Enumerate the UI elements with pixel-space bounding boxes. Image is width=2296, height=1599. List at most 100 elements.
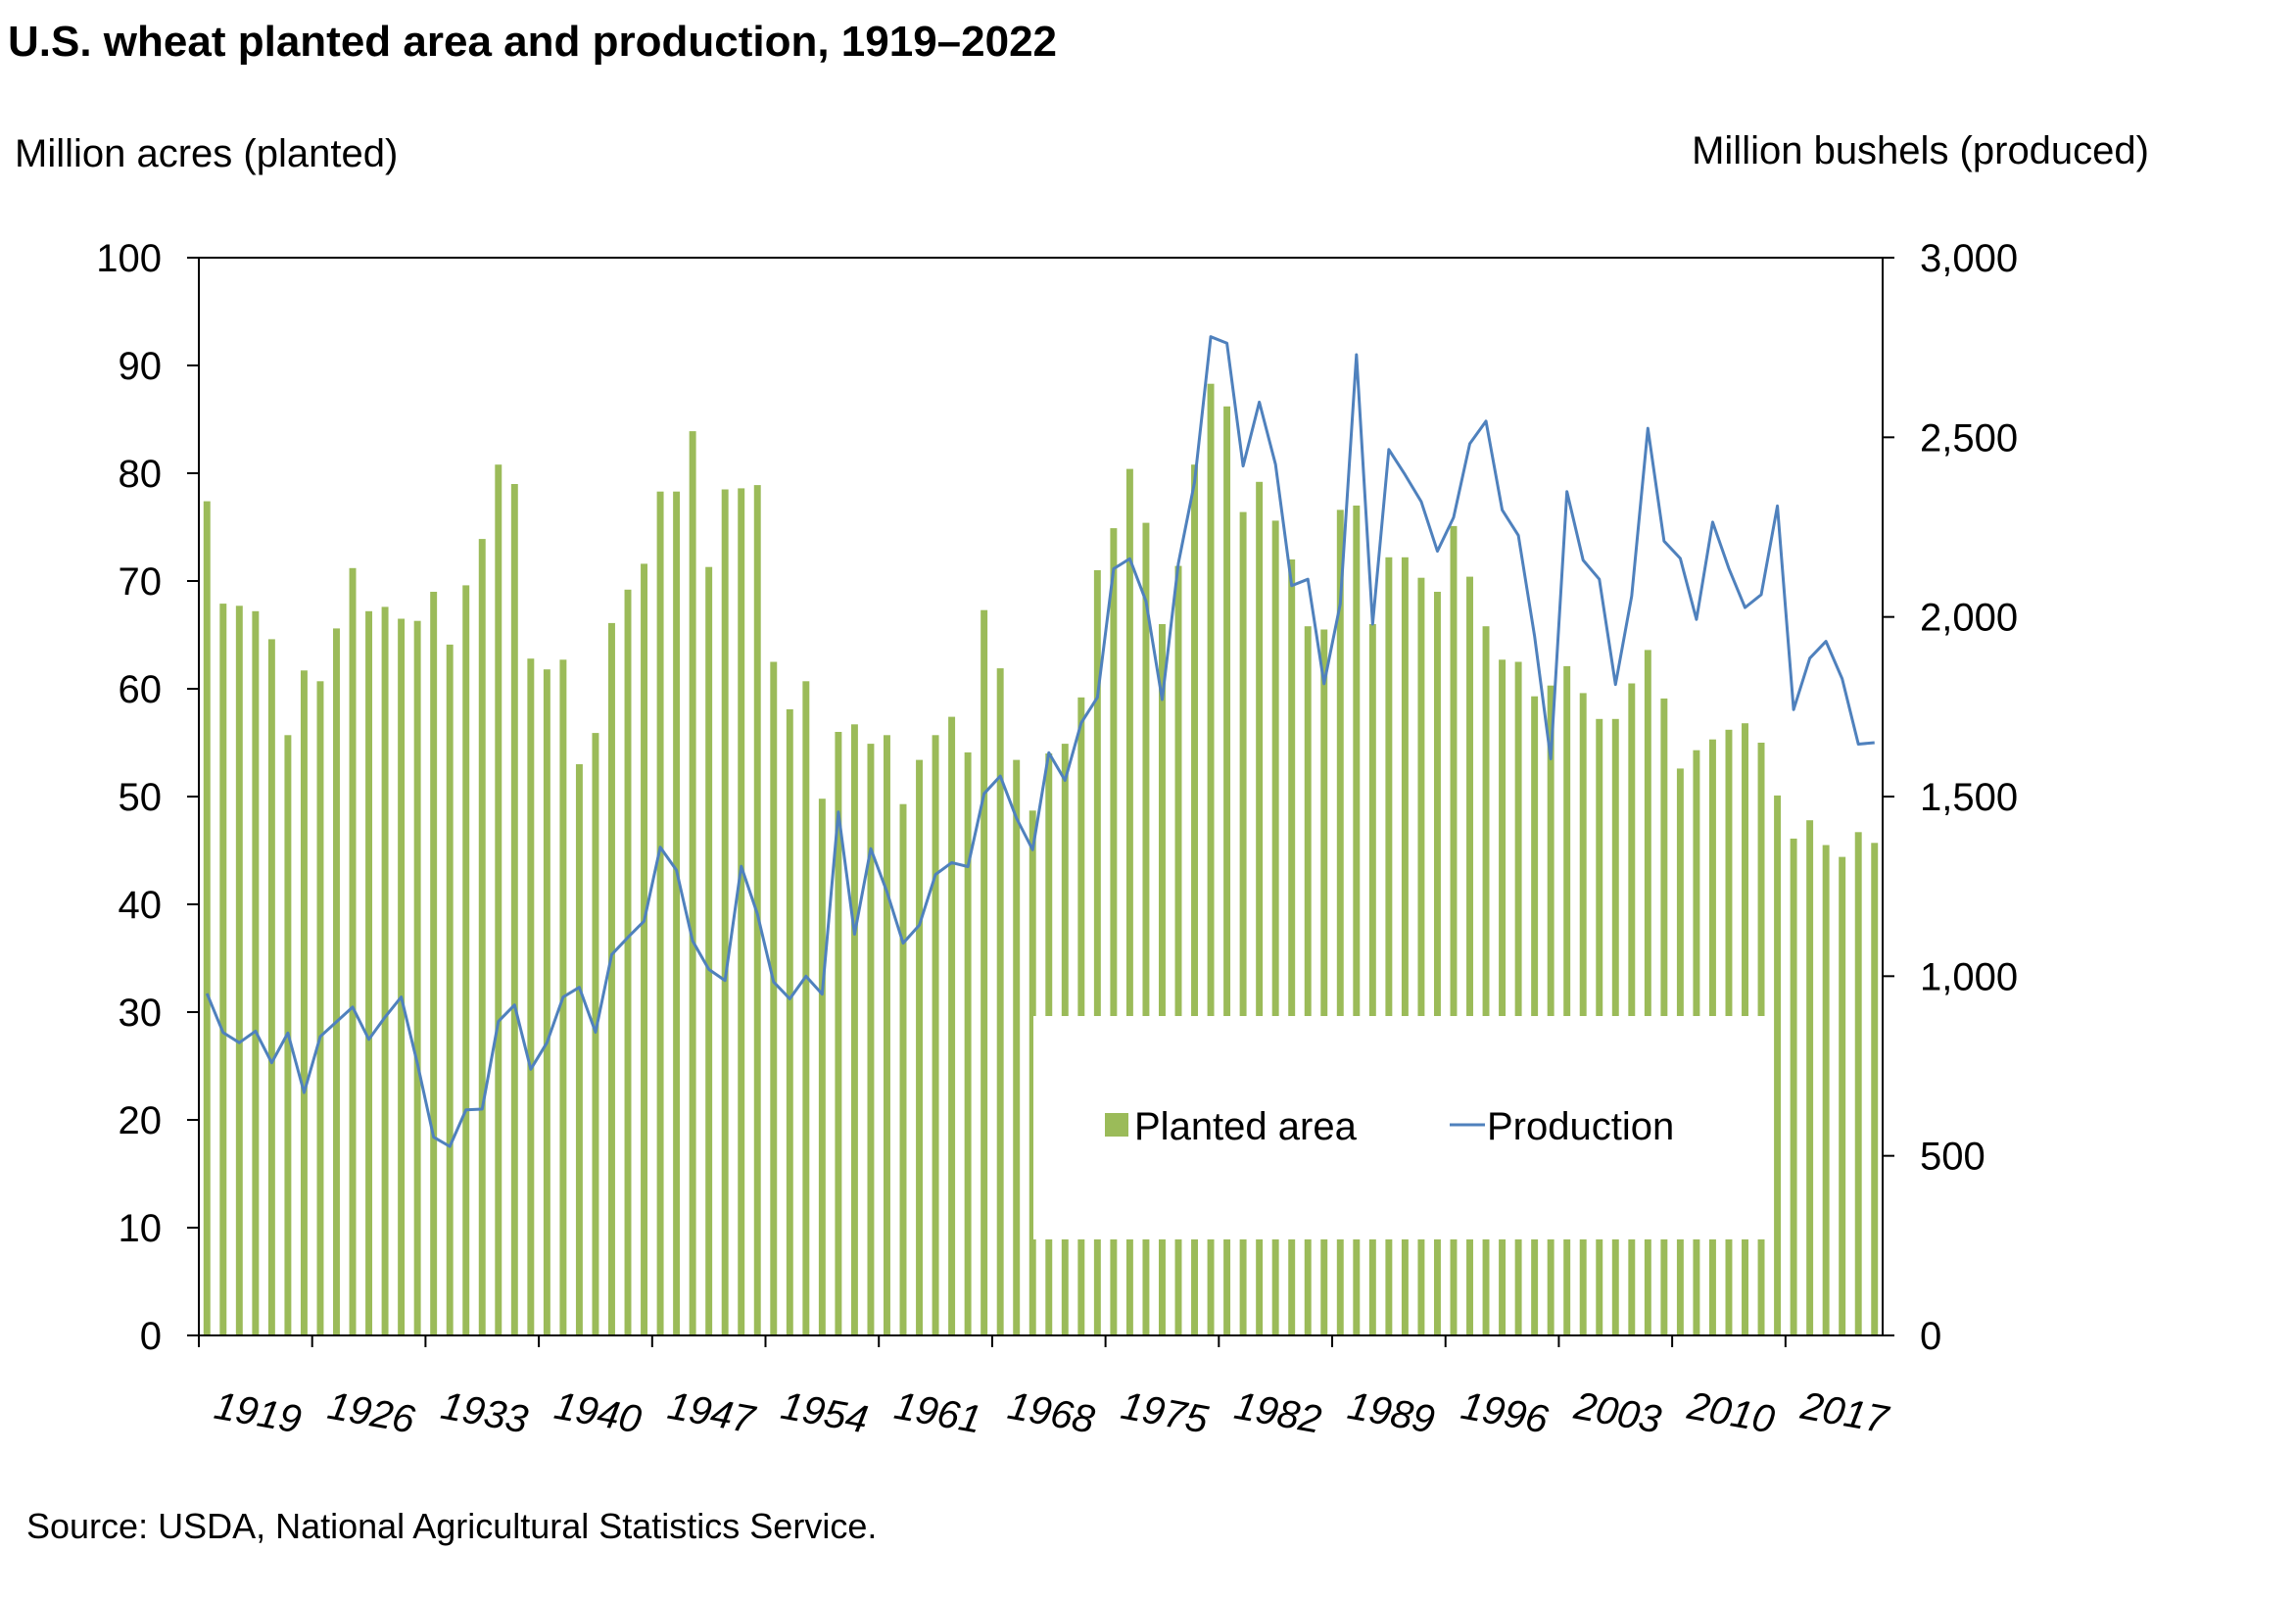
x-tick-label: 1989 — [1344, 1384, 1437, 1442]
bar-planted-area — [495, 464, 502, 1335]
bar-planted-area — [835, 732, 842, 1335]
source-note: Source: USDA, National Agricultural Stat… — [26, 1506, 878, 1546]
right-tick-label: 2,000 — [1920, 597, 2018, 640]
bar-planted-area — [543, 669, 550, 1335]
bar-planted-area — [850, 724, 858, 1335]
bar-planted-area — [738, 488, 745, 1335]
left-tick-label: 90 — [119, 345, 163, 388]
bar-planted-area — [1433, 592, 1441, 1335]
bar-planted-area — [884, 735, 890, 1335]
bar-planted-area — [818, 799, 826, 1335]
x-tick-label: 1933 — [438, 1384, 531, 1442]
left-tick-label: 50 — [119, 776, 163, 819]
bar-planted-area — [430, 592, 438, 1335]
bar-planted-area — [1790, 838, 1797, 1335]
bar-planted-area — [1125, 468, 1133, 1336]
bar-planted-area — [1871, 843, 1879, 1335]
bar-planted-area — [413, 620, 421, 1335]
bar-planted-area — [1368, 624, 1376, 1335]
bar-planted-area — [1563, 665, 1571, 1335]
legend-label-production: Production — [1487, 1105, 1674, 1148]
bar-planted-area — [786, 708, 793, 1335]
x-tick-label: 1996 — [1458, 1384, 1552, 1442]
bar-planted-area — [802, 681, 810, 1335]
bar-planted-area — [1450, 525, 1458, 1335]
left-tick-label: 0 — [140, 1315, 162, 1358]
bar-planted-area — [1256, 481, 1264, 1335]
x-tick-label: 1961 — [891, 1384, 984, 1442]
x-tick-label: 1926 — [324, 1384, 418, 1442]
right-tick-label: 1,500 — [1920, 776, 2018, 819]
x-tick-label: 1968 — [1004, 1384, 1098, 1442]
legend-layer: Planted area Production — [1105, 1105, 1674, 1148]
bar-planted-area — [219, 604, 227, 1335]
bar-planted-area — [365, 610, 373, 1335]
bar-planted-area — [1174, 565, 1182, 1335]
bar-planted-area — [641, 563, 648, 1335]
legend-box — [1033, 1016, 1768, 1239]
bar-planted-area — [770, 661, 778, 1335]
left-tick-label: 10 — [119, 1207, 163, 1250]
bar-planted-area — [1288, 559, 1296, 1335]
line-production — [205, 335, 1875, 1148]
bar-planted-area — [349, 567, 357, 1335]
bar-planted-area — [1142, 522, 1150, 1335]
right-tick-label: 2,500 — [1920, 416, 2018, 460]
bar-planted-area — [1028, 810, 1036, 1335]
right-tick-label: 3,000 — [1920, 237, 2018, 280]
left-tick-label: 80 — [119, 453, 163, 496]
bar-planted-area — [1304, 626, 1312, 1335]
bar-planted-area — [398, 618, 406, 1335]
bar-planted-area — [1013, 759, 1021, 1335]
right-tick-label: 500 — [1920, 1136, 1985, 1179]
x-tick-label: 2017 — [1796, 1384, 1892, 1442]
bar-planted-area — [1531, 696, 1539, 1335]
legend-label-planted-area: Planted area — [1134, 1105, 1358, 1148]
legend-box-layer — [1033, 1016, 1768, 1239]
bar-planted-area — [381, 606, 389, 1335]
bar-planted-area — [1822, 845, 1830, 1335]
bar-planted-area — [1353, 506, 1361, 1335]
bar-planted-area — [1499, 659, 1507, 1335]
left-tick-label: 60 — [119, 668, 163, 711]
bar-planted-area — [932, 735, 939, 1335]
bar-planted-area — [899, 803, 907, 1335]
bar-planted-area — [267, 639, 275, 1335]
bar-planted-area — [1385, 557, 1393, 1335]
legend-swatch-planted-area — [1105, 1113, 1128, 1137]
x-tick-label: 1947 — [664, 1384, 759, 1442]
bar-planted-area — [996, 668, 1004, 1335]
bar-planted-area — [1417, 577, 1425, 1335]
bar-planted-area — [1806, 820, 1814, 1335]
bar-planted-area — [462, 585, 470, 1335]
bar-planted-area — [1628, 683, 1636, 1335]
bar-planted-area — [316, 681, 324, 1335]
bar-planted-area — [689, 431, 696, 1336]
left-axis-label: Million acres (planted) — [15, 132, 399, 175]
bar-planted-area — [1644, 650, 1651, 1335]
bar-planted-area — [235, 606, 243, 1335]
bar-planted-area — [1854, 832, 1862, 1335]
bar-planted-area — [300, 670, 308, 1335]
bar-planted-area — [1239, 511, 1247, 1335]
x-tick-label: 1954 — [778, 1384, 871, 1442]
bar-planted-area — [1336, 509, 1344, 1335]
left-tick-label: 70 — [119, 560, 163, 604]
bar-planted-area — [1223, 406, 1231, 1335]
bar-planted-area — [705, 566, 713, 1335]
bar-planted-area — [1158, 624, 1166, 1335]
bar-planted-area — [948, 716, 956, 1335]
bar-planted-area — [981, 609, 988, 1335]
bar-planted-area — [721, 489, 729, 1335]
bar-planted-area — [867, 744, 875, 1335]
left-tick-label: 20 — [119, 1099, 163, 1142]
x-tick-label: 2003 — [1570, 1384, 1664, 1442]
bar-planted-area — [446, 644, 454, 1335]
bar-planted-area — [624, 589, 632, 1335]
bar-planted-area — [1320, 629, 1328, 1335]
left-tick-label: 100 — [96, 237, 162, 280]
bar-planted-area — [1110, 528, 1118, 1335]
bar-planted-area — [916, 759, 924, 1335]
x-tick-label: 1982 — [1231, 1384, 1324, 1442]
bar-planted-area — [964, 751, 972, 1335]
